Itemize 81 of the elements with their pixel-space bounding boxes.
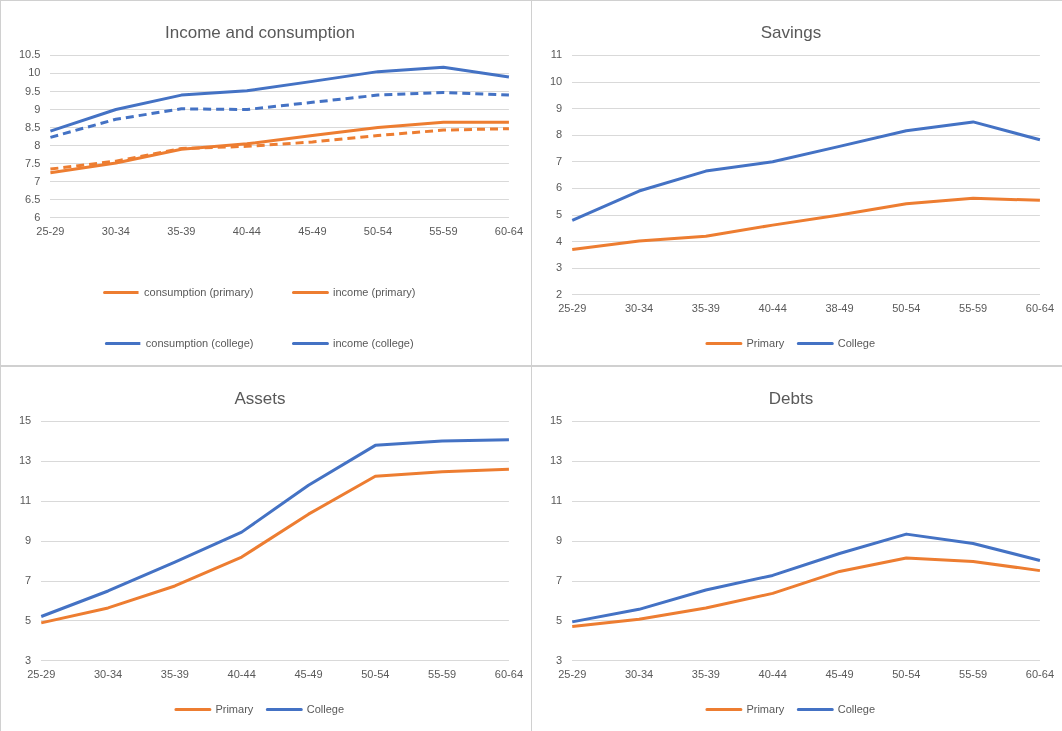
legend-label: consumption (college)	[145, 336, 254, 349]
x-tick-label: 30-34	[624, 302, 654, 315]
x-tick-label: 40-44	[758, 302, 787, 315]
x-tick-label: 30-34	[93, 668, 123, 681]
x-tick-label: 25-29	[558, 302, 587, 315]
y-tick-label: 7	[556, 154, 563, 167]
y-tick-label: 2	[556, 287, 563, 300]
x-tick-label: 55-59	[428, 668, 457, 681]
y-tick-label: 13	[18, 454, 32, 467]
y-tick-label: 11	[19, 494, 32, 507]
x-tick-label: 45-49	[294, 668, 323, 681]
y-tick-label: 15	[549, 414, 563, 427]
x-tick-label: 40-44	[758, 668, 787, 681]
x-tick-label: 35-39	[691, 668, 720, 681]
y-tick-label: 10	[28, 66, 41, 79]
chart-title: Income and consumption	[165, 22, 355, 42]
y-tick-label: 15	[18, 414, 32, 427]
y-tick-label: 3	[556, 261, 563, 274]
y-tick-label: 9	[34, 102, 41, 115]
legend-label: income (primary)	[332, 285, 416, 298]
y-tick-label: 7	[25, 574, 32, 587]
legend-label: College	[837, 702, 876, 715]
x-tick-label: 55-59	[959, 668, 988, 681]
x-tick-label: 60-64	[1025, 302, 1054, 315]
y-tick-label: 6	[556, 181, 563, 194]
y-tick-label: 3	[25, 653, 32, 666]
legend-label: College	[837, 336, 876, 349]
x-tick-label: 45-49	[825, 668, 854, 681]
y-tick-label: 8.5	[25, 120, 41, 133]
y-tick-label: 9	[556, 534, 563, 547]
x-tick-label: 55-59	[429, 225, 458, 238]
y-tick-label: 7.5	[25, 156, 41, 169]
y-tick-label: 9	[25, 534, 32, 547]
x-tick-label: 25-29	[27, 668, 56, 681]
x-tick-label: 30-34	[101, 225, 130, 238]
x-tick-label: 25-29	[558, 668, 587, 681]
y-tick-label: 10.5	[18, 48, 41, 61]
y-tick-label: 9	[556, 101, 563, 114]
y-tick-label: 11	[550, 48, 563, 61]
y-tick-label: 11	[550, 494, 563, 507]
chart-title: Assets	[234, 388, 286, 408]
y-tick-label: 13	[549, 454, 563, 467]
y-tick-label: 7	[556, 574, 563, 587]
x-tick-label: 45-49	[298, 225, 327, 238]
x-tick-label: 30-34	[624, 668, 654, 681]
x-tick-label: 50-54	[892, 668, 921, 681]
legend-label: consumption (primary)	[144, 285, 254, 298]
x-tick-label: 35-39	[160, 668, 189, 681]
x-tick-label: 60-64	[1025, 668, 1054, 681]
y-tick-label: 5	[25, 613, 32, 626]
y-tick-label: 10	[549, 75, 563, 88]
chart-title: Debts	[768, 388, 814, 408]
y-tick-label: 5	[556, 613, 563, 626]
y-tick-label: 9.5	[25, 84, 41, 97]
legend-label: Primary	[215, 702, 254, 715]
y-tick-label: 7	[34, 174, 41, 187]
x-tick-label: 50-54	[363, 225, 392, 238]
legend-label: College	[306, 702, 345, 715]
line-series	[48, 91, 511, 139]
y-tick-label: 6.5	[25, 192, 41, 205]
x-tick-label: 60-64	[494, 668, 523, 681]
x-tick-label: 50-54	[892, 302, 921, 315]
y-tick-label: 3	[556, 653, 563, 666]
x-tick-label: 60-64	[494, 225, 523, 238]
x-tick-label: 25-29	[36, 225, 65, 238]
y-tick-label: 4	[556, 234, 563, 247]
legend-label: income (college)	[332, 336, 414, 349]
legend-label: Primary	[746, 702, 785, 715]
legend-label: Primary	[746, 336, 785, 349]
x-tick-label: 40-44	[227, 668, 256, 681]
x-tick-label: 35-39	[167, 225, 196, 238]
y-tick-label: 6	[34, 210, 41, 223]
y-tick-label: 5	[556, 208, 563, 221]
x-tick-label: 38-49	[825, 302, 854, 315]
y-tick-label: 8	[556, 128, 563, 141]
chart-title: Savings	[760, 22, 822, 42]
x-tick-label: 40-44	[232, 225, 261, 238]
y-tick-label: 8	[34, 138, 41, 151]
x-tick-label: 35-39	[691, 302, 720, 315]
x-tick-label: 55-59	[959, 302, 988, 315]
x-tick-label: 50-54	[361, 668, 390, 681]
